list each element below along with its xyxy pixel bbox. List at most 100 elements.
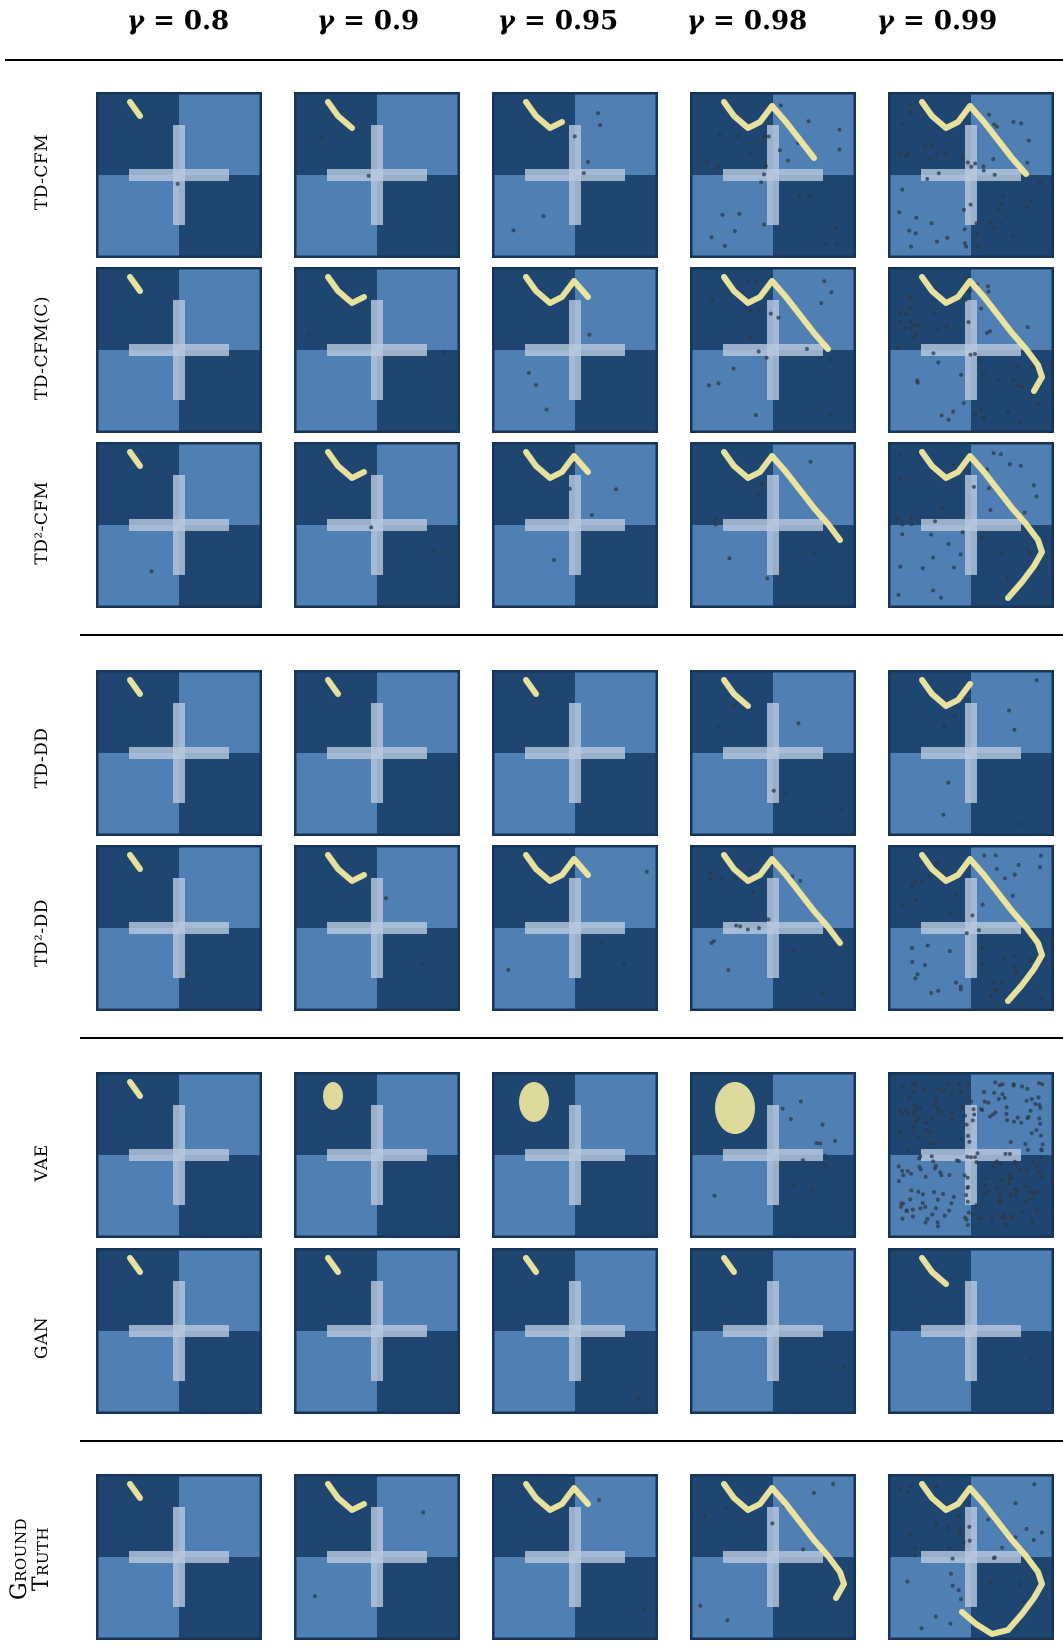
outlier-sample-dot [910, 335, 915, 340]
maze-quadrant [96, 92, 179, 175]
maze-panel [492, 670, 658, 836]
outlier-sample-dot [979, 306, 984, 311]
outlier-sample-dot [957, 1532, 962, 1537]
outlier-sample-dot [947, 1172, 952, 1177]
sample-trajectory [919, 99, 1029, 177]
maze-wall-vertical [767, 475, 779, 575]
outlier-sample-dot [788, 1117, 793, 1122]
outlier-sample-dot [985, 331, 990, 336]
outlier-sample-dot [1011, 119, 1016, 124]
maze-panel-svg [492, 670, 658, 836]
maze-wall-vertical [569, 878, 581, 978]
maze-quadrant [575, 670, 658, 753]
outlier-sample-dot [930, 1115, 935, 1120]
outlier-sample-dot [765, 576, 770, 581]
outlier-sample-dot [312, 1594, 317, 1599]
maze-wall-vertical [965, 878, 977, 978]
outlier-sample-dot [948, 911, 953, 916]
ground-truth-line-1: Ground [7, 1518, 32, 1600]
outlier-sample-dot [912, 1546, 917, 1551]
outlier-sample-dot [533, 383, 538, 388]
maze-quadrant [179, 1155, 262, 1238]
gamma-value: 0.9 [373, 6, 420, 36]
outlier-sample-dot [935, 1197, 940, 1202]
outlier-sample-dot [716, 725, 721, 730]
outlier-sample-dot [790, 948, 795, 953]
outlier-sample-dot [1040, 1082, 1045, 1087]
outlier-sample-dot [957, 1081, 962, 1086]
outlier-sample-dot [908, 319, 913, 324]
outlier-sample-dot [912, 1553, 917, 1558]
outlier-sample-dot [1004, 576, 1009, 581]
outlier-sample-dot [754, 279, 759, 284]
sample-trajectory [325, 852, 367, 884]
outlier-sample-dot [973, 1155, 978, 1160]
outlier-sample-dot [990, 1112, 995, 1117]
maze-panel-svg [96, 92, 262, 258]
maze-wall-vertical [371, 475, 383, 575]
outlier-sample-dot [1028, 1108, 1033, 1113]
outlier-sample-dot [933, 519, 938, 524]
outlier-sample-dot [1037, 1170, 1042, 1175]
maze-wall-vertical [965, 1105, 977, 1205]
outlier-sample-dot [909, 1126, 914, 1131]
maze-panel-svg [96, 1474, 262, 1640]
outlier-sample-dot [998, 452, 1003, 457]
outlier-sample-dot [1009, 1214, 1014, 1219]
maze-panel-svg [690, 1248, 856, 1414]
outlier-sample-dot [814, 1141, 819, 1146]
maze-quadrant [179, 928, 262, 1011]
sample-trajectory [721, 852, 843, 946]
outlier-sample-dot [991, 157, 996, 162]
maze-quadrant [971, 175, 1054, 258]
outlier-sample-dot [941, 1192, 946, 1197]
outlier-sample-dot [614, 487, 619, 492]
maze-panel [96, 442, 262, 608]
sample-trajectory [523, 677, 539, 697]
outlier-sample-dot [914, 1082, 919, 1087]
outlier-sample-dot [913, 879, 918, 884]
outlier-sample-dot [1034, 1164, 1039, 1169]
outlier-sample-dot [745, 927, 750, 932]
outlier-sample-dot [1024, 205, 1029, 210]
outlier-sample-dot [759, 180, 764, 185]
maze-wall-vertical [569, 703, 581, 803]
outlier-sample-dot [961, 207, 966, 212]
maze-quadrant [773, 928, 856, 1011]
maze-quadrant [492, 1557, 575, 1640]
sample-trajectory [721, 1255, 737, 1275]
outlier-sample-dot [768, 311, 773, 316]
outlier-sample-dot [511, 228, 516, 233]
outlier-sample-dot [931, 555, 936, 560]
outlier-sample-dot [999, 551, 1004, 556]
outlier-sample-dot [971, 1107, 976, 1112]
outlier-sample-dot [1003, 1151, 1008, 1156]
outlier-sample-dot [908, 1197, 913, 1202]
outlier-sample-dot [934, 861, 939, 866]
outlier-sample-dot [967, 1139, 972, 1144]
maze-wall-vertical [371, 300, 383, 400]
outlier-sample-dot [581, 171, 586, 176]
outlier-sample-dot [910, 1214, 915, 1219]
outlier-sample-dot [935, 1106, 940, 1111]
outlier-sample-dot [1038, 1105, 1043, 1110]
outlier-sample-dot [835, 241, 840, 246]
maze-quadrant [888, 1557, 971, 1640]
maze-wall-vertical [371, 1507, 383, 1607]
outlier-sample-dot [919, 1626, 924, 1631]
maze-quadrant [492, 175, 575, 258]
outlier-sample-dot [992, 172, 997, 177]
maze-quadrant [575, 267, 658, 350]
maze-quadrant [179, 350, 262, 433]
maze-border [294, 267, 460, 433]
outlier-sample-dot [920, 880, 925, 885]
outlier-sample-dot [811, 1490, 816, 1495]
outlier-sample-dot [946, 542, 951, 547]
outlier-sample-dot [988, 221, 993, 226]
maze-border [492, 92, 658, 258]
maze-quadrant [179, 1072, 262, 1155]
sample-trajectory [127, 449, 143, 469]
maze-quadrant [179, 92, 262, 175]
maze-quadrant [971, 1331, 1054, 1414]
outlier-sample-dot [369, 525, 374, 530]
